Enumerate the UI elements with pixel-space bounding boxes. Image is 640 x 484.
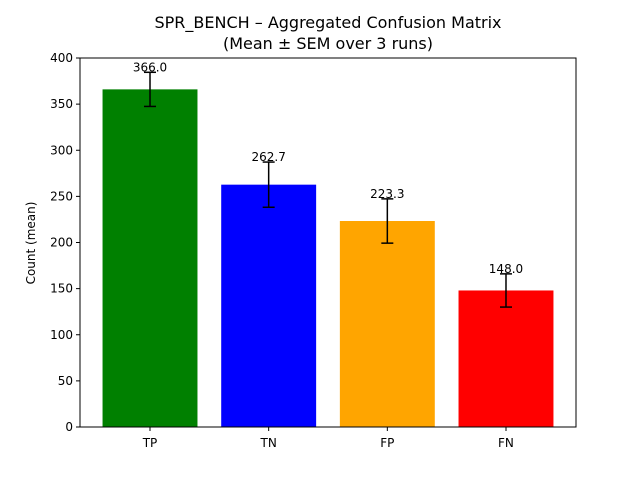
y-tick-label-150: 150: [50, 282, 73, 296]
bar-tn: [221, 184, 317, 427]
bar-fn: [458, 290, 554, 427]
axes-layer: TP TN FP FN 0 50 100 150 200 250 300 350 400: [50, 51, 577, 450]
y-tick-label-0: 0: [65, 420, 73, 434]
x-tick-label-fp: FP: [380, 436, 394, 450]
y-tick-label-300: 300: [50, 143, 73, 157]
y-tick-label-50: 50: [58, 374, 73, 388]
data-labels-layer: 366.0 262.7 223.3 148.0: [133, 60, 523, 276]
x-tick-label-tn: TN: [260, 436, 277, 450]
chart-title: SPR_BENCH – Aggregated Confusion Matrix: [154, 13, 501, 33]
error-bars-layer: [144, 71, 512, 308]
bar-tp: [102, 89, 198, 428]
chart-subtitle: (Mean ± SEM over 3 runs): [223, 34, 433, 53]
y-tick-label-200: 200: [50, 236, 73, 250]
data-label-tn: 262.7: [251, 150, 285, 164]
y-tick-label-100: 100: [50, 328, 73, 342]
data-label-tp: 366.0: [133, 60, 167, 74]
bars-layer: [102, 89, 554, 428]
x-tick-label-fn: FN: [498, 436, 514, 450]
bar-fp: [339, 221, 435, 427]
y-tick-label-250: 250: [50, 189, 73, 203]
plot-frame: [79, 57, 577, 428]
y-tick-label-400: 400: [50, 51, 73, 65]
data-label-fp: 223.3: [370, 187, 404, 201]
data-label-fn: 148.0: [489, 262, 523, 276]
x-tick-label-tp: TP: [142, 436, 158, 450]
y-tick-label-350: 350: [50, 97, 73, 111]
y-axis-label: Count (mean): [24, 202, 38, 285]
